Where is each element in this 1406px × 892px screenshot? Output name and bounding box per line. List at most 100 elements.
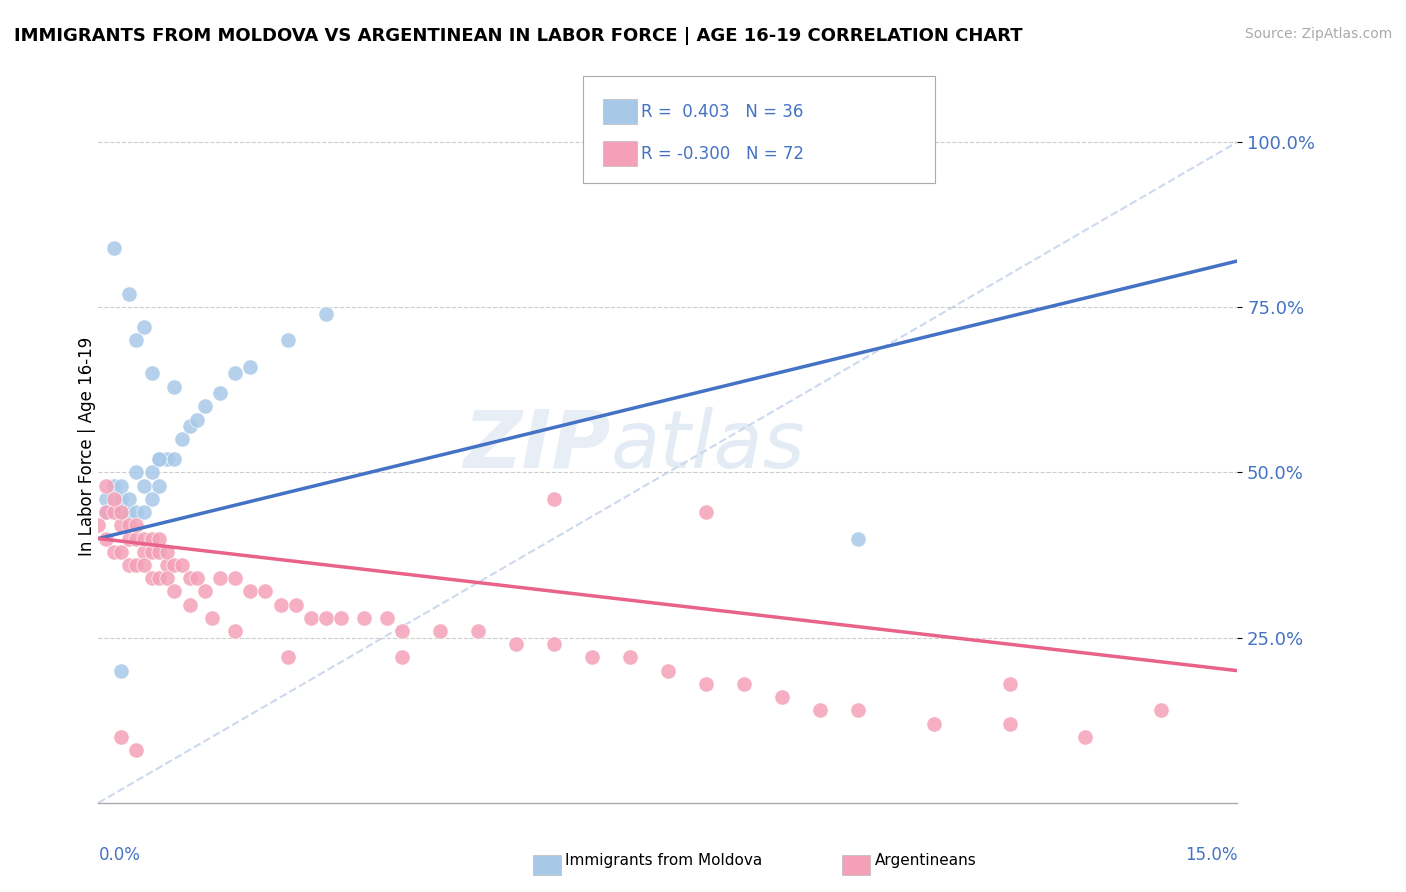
Point: [103, 478, 125, 492]
Point: [103, 491, 125, 506]
Point: [581, 650, 603, 665]
Point: [148, 545, 170, 559]
Text: 0.0%: 0.0%: [98, 846, 141, 863]
Point: [163, 558, 186, 572]
Point: [132, 532, 155, 546]
Point: [125, 333, 148, 347]
Text: ZIP: ZIP: [464, 407, 612, 485]
Point: [125, 558, 148, 572]
Point: [998, 677, 1021, 691]
Point: [179, 571, 201, 585]
Point: [239, 584, 262, 599]
Point: [118, 287, 141, 301]
Point: [110, 491, 132, 506]
Point: [846, 532, 869, 546]
Point: [733, 677, 755, 691]
Point: [141, 532, 163, 546]
Text: Argentineans: Argentineans: [875, 854, 976, 868]
Point: [87, 518, 110, 533]
Point: [141, 367, 163, 381]
Point: [391, 650, 413, 665]
Point: [141, 491, 163, 506]
Point: [118, 532, 141, 546]
Point: [110, 730, 132, 744]
Point: [125, 743, 148, 757]
Point: [922, 716, 945, 731]
Point: [148, 452, 170, 467]
Point: [315, 307, 337, 321]
Point: [299, 611, 322, 625]
Point: [163, 584, 186, 599]
Point: [208, 571, 231, 585]
Point: [201, 611, 224, 625]
Point: [254, 584, 277, 599]
Point: [224, 571, 246, 585]
Text: Immigrants from Moldova: Immigrants from Moldova: [565, 854, 762, 868]
Point: [156, 558, 179, 572]
Point: [1074, 730, 1097, 744]
Point: [186, 412, 208, 426]
Point: [94, 478, 117, 492]
Point: [505, 637, 527, 651]
Point: [208, 386, 231, 401]
Point: [110, 518, 132, 533]
Point: [186, 571, 208, 585]
Point: [141, 571, 163, 585]
Point: [543, 491, 565, 506]
Point: [132, 478, 155, 492]
Point: [118, 491, 141, 506]
Point: [353, 611, 375, 625]
Point: [148, 478, 170, 492]
Text: atlas: atlas: [612, 407, 806, 485]
Point: [846, 703, 869, 717]
Point: [110, 478, 132, 492]
Point: [148, 571, 170, 585]
Point: [224, 624, 246, 638]
Text: Source: ZipAtlas.com: Source: ZipAtlas.com: [1244, 27, 1392, 41]
Point: [170, 558, 193, 572]
Point: [125, 532, 148, 546]
Point: [118, 505, 141, 519]
Point: [103, 505, 125, 519]
Point: [375, 611, 398, 625]
Point: [132, 545, 155, 559]
Point: [194, 584, 217, 599]
Point: [391, 624, 413, 638]
Text: R =  0.403   N = 36: R = 0.403 N = 36: [641, 103, 803, 120]
Point: [94, 532, 117, 546]
Y-axis label: In Labor Force | Age 16-19: In Labor Force | Age 16-19: [79, 336, 96, 556]
Point: [277, 333, 299, 347]
Point: [315, 611, 337, 625]
Point: [156, 452, 179, 467]
Point: [695, 505, 717, 519]
Point: [148, 452, 170, 467]
Point: [132, 320, 155, 334]
Point: [270, 598, 292, 612]
Point: [179, 598, 201, 612]
Point: [125, 505, 148, 519]
Point: [110, 505, 132, 519]
Point: [429, 624, 451, 638]
Point: [94, 505, 117, 519]
Point: [239, 359, 262, 374]
Point: [467, 624, 489, 638]
Point: [110, 505, 132, 519]
Point: [998, 716, 1021, 731]
Point: [118, 558, 141, 572]
Point: [163, 452, 186, 467]
Point: [110, 545, 132, 559]
Point: [141, 545, 163, 559]
Point: [695, 677, 717, 691]
Text: IMMIGRANTS FROM MOLDOVA VS ARGENTINEAN IN LABOR FORCE | AGE 16-19 CORRELATION CH: IMMIGRANTS FROM MOLDOVA VS ARGENTINEAN I…: [14, 27, 1022, 45]
Point: [543, 637, 565, 651]
Point: [156, 545, 179, 559]
Text: R = -0.300   N = 72: R = -0.300 N = 72: [641, 145, 804, 163]
Point: [94, 491, 117, 506]
Point: [1150, 703, 1173, 717]
Point: [277, 650, 299, 665]
Point: [125, 518, 148, 533]
Point: [170, 433, 193, 447]
Point: [770, 690, 793, 704]
Point: [141, 466, 163, 480]
Point: [156, 571, 179, 585]
